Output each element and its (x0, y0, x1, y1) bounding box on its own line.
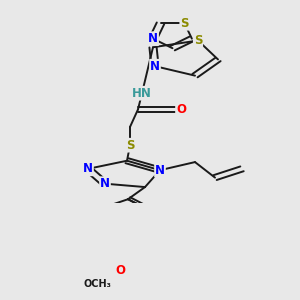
Text: N: N (83, 162, 93, 175)
Text: S: S (194, 34, 202, 47)
Text: OCH₃: OCH₃ (83, 279, 111, 289)
Text: O: O (115, 264, 125, 277)
Text: HN: HN (132, 87, 152, 100)
Text: S: S (180, 17, 189, 30)
Text: N: N (148, 32, 158, 45)
Text: N: N (150, 60, 160, 73)
Text: N: N (100, 177, 110, 190)
Text: O: O (176, 103, 186, 116)
Text: N: N (155, 164, 165, 177)
Text: S: S (126, 139, 134, 152)
